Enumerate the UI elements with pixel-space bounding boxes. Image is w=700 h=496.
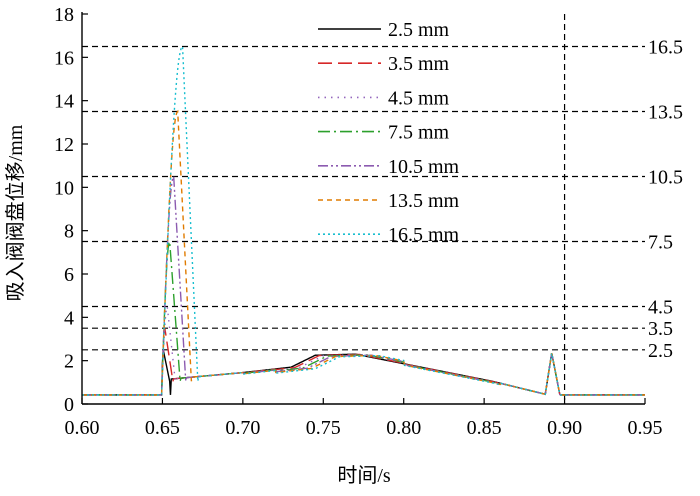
series-lines: [82, 45, 645, 396]
y-axis-label: 吸入阀阀盘位移/mm: [4, 124, 27, 301]
y-tick-label-4: 8: [64, 221, 74, 243]
legend-label-1: 3.5 mm: [388, 53, 450, 75]
x-tick-label-1: 0.65: [145, 417, 180, 439]
y-tick-label-7: 14: [54, 91, 74, 113]
ref-label-3: 7.5: [648, 232, 673, 254]
legend-label-0: 2.5 mm: [388, 19, 450, 41]
x-tick-label-2: 0.70: [225, 417, 260, 439]
x-tick-label-5: 0.85: [467, 417, 502, 439]
y-tick-label-2: 4: [64, 307, 74, 329]
legend-label-3: 7.5 mm: [388, 122, 450, 144]
y-tick-label-5: 10: [54, 177, 74, 199]
series-line-2: [82, 306, 645, 396]
legend-label-5: 13.5 mm: [388, 190, 460, 212]
ref-label-5: 3.5: [648, 318, 673, 340]
x-tick-label-3: 0.75: [306, 417, 341, 439]
series-line-6: [82, 45, 645, 396]
series-line-3: [82, 241, 645, 396]
legend-label-2: 4.5 mm: [388, 87, 450, 109]
axes: 0.60 0.65 0.70 0.75 0.80 0.85 0.90 0.95 0 2 4 6 8 10 1…: [54, 4, 663, 439]
series-line-4: [82, 174, 645, 396]
x-tick-label-7: 0.95: [628, 417, 663, 439]
ref-label-1: 13.5: [648, 102, 683, 124]
y-tick-label-6: 12: [54, 134, 74, 156]
x-tick-label-4: 0.80: [386, 417, 421, 439]
y-tick-label-3: 6: [64, 264, 74, 286]
y-tick-label-8: 16: [54, 47, 74, 69]
x-axis-label: 时间/s: [337, 464, 391, 487]
x-tick-label-0: 0.60: [65, 417, 100, 439]
ref-label-0: 16.5: [648, 37, 683, 59]
legend-label-4: 10.5 mm: [388, 156, 460, 178]
legend-label-6: 16.5 mm: [388, 224, 460, 246]
y-tick-label-1: 2: [64, 351, 74, 373]
x-tick-label-6: 0.90: [547, 417, 582, 439]
reference-lines: 16.5 13.5 10.5 7.5 4.53.52.5: [82, 14, 683, 404]
legend: 2.5 mm 3.5 mm 4.5 mm 7.5 mm 10.5 mm 13.5 mm 16…: [318, 19, 460, 246]
series-line-1: [82, 328, 645, 396]
ref-label-6: 2.5: [648, 340, 673, 362]
ref-label-4: 4.5: [648, 297, 673, 319]
y-tick-label-0: 0: [64, 394, 74, 416]
ref-label-2: 10.5: [648, 167, 683, 189]
y-tick-label-9: 18: [54, 4, 74, 26]
